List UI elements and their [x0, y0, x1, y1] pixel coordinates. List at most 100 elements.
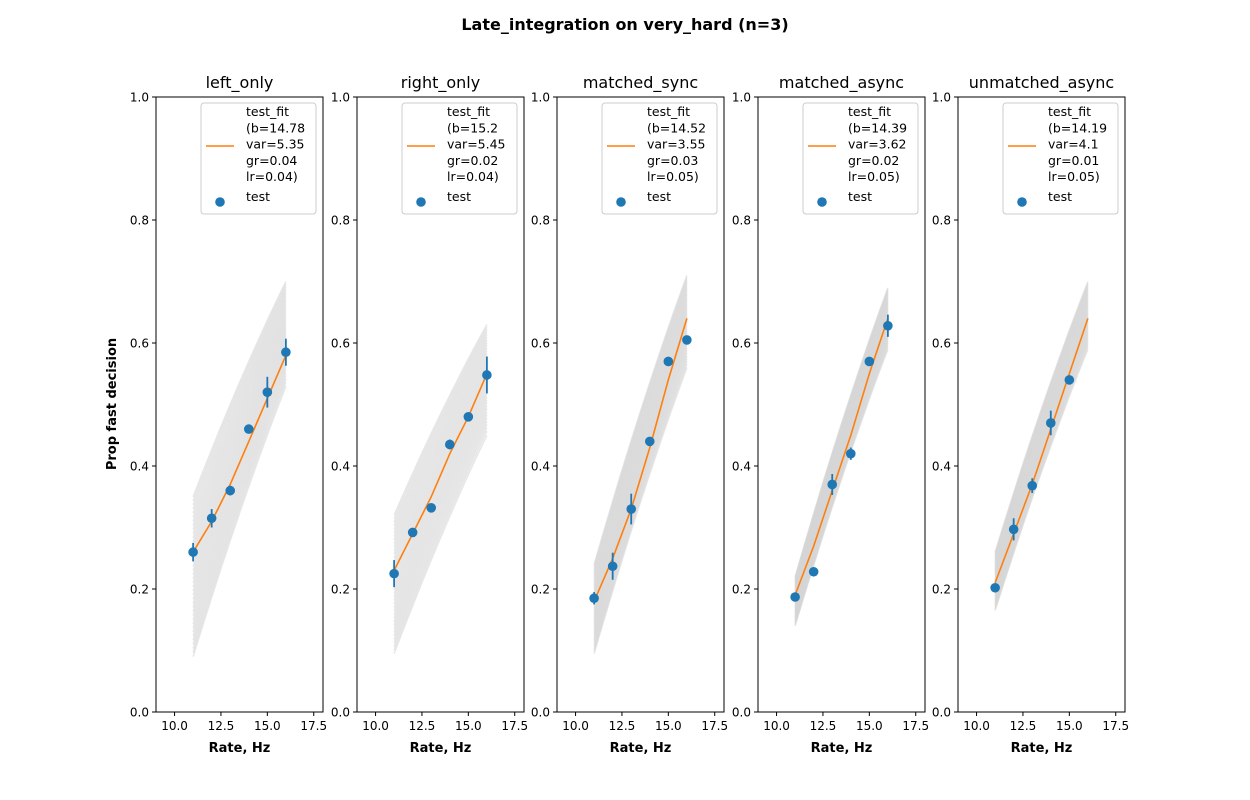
bootstrap-curve — [393, 334, 488, 530]
bootstrap-curve — [393, 411, 488, 629]
y-tick-label: 1.0 — [130, 91, 149, 105]
bootstrap-curve — [393, 402, 488, 619]
panel-matched_async: 0.0 0.2 0.4 0.6 0.8 1.0 10.0 12.5 15.0 17.5 matche… — [732, 73, 929, 756]
bootstrap-curve — [393, 331, 488, 527]
data-point — [389, 568, 399, 579]
legend-points-swatch — [817, 197, 827, 207]
panel-title: matched_sync — [583, 73, 698, 93]
axes-frame — [757, 96, 926, 713]
axes-frame — [155, 96, 324, 713]
bootstrap-curve — [192, 331, 287, 580]
legend-fit-label: lr=0.05) — [1048, 169, 1100, 184]
axes-frame — [556, 96, 725, 713]
y-tick-label: 0.6 — [130, 337, 149, 351]
legend-fit-label: test_fit — [246, 104, 289, 119]
x-axis-label: Rate, Hz — [610, 741, 672, 756]
legend-fit-label: test_fit — [1048, 104, 1091, 119]
bootstrap-curve — [393, 337, 488, 534]
bootstrap-curve — [192, 346, 287, 604]
legend-fit-label: test_fit — [848, 104, 891, 119]
data-point — [1008, 524, 1019, 535]
legend-points-label: test — [1048, 189, 1072, 204]
bootstrap-curve — [192, 313, 287, 551]
y-tick-label: 0.6 — [531, 337, 550, 351]
x-tick-label: 12.5 — [810, 719, 837, 733]
data-point — [790, 592, 800, 602]
bootstrap-curve — [192, 315, 287, 555]
y-tick-label: 0.2 — [130, 583, 149, 597]
x-tick-label: 17.5 — [501, 719, 528, 733]
panel-title: matched_async — [779, 73, 904, 93]
bootstrap-curve — [393, 360, 488, 566]
y-tick-label: 1.0 — [531, 91, 550, 105]
panel-left_only: 0.0 0.2 0.4 0.6 0.8 1.0 10.0 12.5 15.0 17.5 left_o… — [130, 73, 327, 756]
y-tick-label: 0.8 — [130, 214, 149, 228]
x-tick-label: 10.0 — [362, 719, 389, 733]
bootstrap-curve — [192, 285, 287, 506]
bootstrap-curve — [393, 329, 488, 523]
panel-title: unmatched_async — [969, 73, 1114, 93]
panel-title: right_only — [401, 73, 480, 93]
bootstrap-curve — [794, 287, 889, 577]
legend-fit-label: test_fit — [447, 104, 490, 119]
bootstrap-curve — [994, 348, 1089, 611]
x-tick-label: 17.5 — [701, 719, 728, 733]
legend-fit-label: lr=0.05) — [647, 169, 699, 184]
bootstrap-curve — [393, 358, 488, 562]
x-tick-label: 15.0 — [1056, 719, 1083, 733]
bootstrap-curve — [393, 374, 488, 583]
data-point — [663, 356, 674, 367]
bootstrap-curve — [393, 368, 488, 576]
data-point — [281, 347, 291, 358]
bootstrap-curve — [393, 417, 488, 637]
data-point — [589, 593, 599, 604]
legend-box — [401, 102, 518, 215]
legend-box — [802, 102, 919, 215]
legend-fit-label: (b=14.19 — [1048, 120, 1107, 135]
bootstrap-curve — [192, 360, 287, 625]
y-tick-label: 0.0 — [932, 706, 951, 720]
x-tick-label: 15.0 — [856, 719, 883, 733]
bootstrap-curve — [192, 281, 287, 498]
panels: 0.0 0.2 0.4 0.6 0.8 1.0 10.0 12.5 15.0 17.5 left_o… — [130, 73, 1129, 756]
y-tick-label: 0.6 — [331, 337, 350, 351]
x-tick-label: 15.0 — [655, 719, 682, 733]
data-point — [407, 527, 418, 538]
bootstrap-curve — [393, 423, 488, 644]
bootstrap-curve — [393, 399, 488, 615]
bootstrap-curve — [192, 333, 287, 584]
data-point — [1045, 418, 1056, 428]
bootstrap-curve — [192, 385, 287, 657]
bootstrap-curve — [192, 378, 287, 649]
x-tick-label: 10.0 — [562, 719, 589, 733]
panel-matched_sync: 0.0 0.2 0.4 0.6 0.8 1.0 10.0 12.5 15.0 17.5 matche… — [531, 73, 728, 756]
bootstrap-curve — [192, 293, 287, 518]
data-point — [845, 448, 856, 459]
x-tick-label: 17.5 — [1102, 719, 1129, 733]
y-tick-label: 1.0 — [932, 91, 951, 105]
legend-box — [1002, 102, 1119, 215]
bootstrap-curve — [192, 290, 287, 514]
x-tick-label: 12.5 — [208, 719, 235, 733]
data-point — [607, 561, 618, 572]
bootstrap-curve — [393, 393, 488, 608]
data-point — [1064, 375, 1075, 385]
legend-points-swatch — [616, 197, 626, 207]
bootstrap-curve — [192, 283, 287, 502]
bootstrap-curve — [192, 363, 287, 629]
legend-box — [200, 102, 317, 215]
x-tick-label: 15.0 — [254, 719, 281, 733]
bootstrap-curve — [192, 305, 287, 539]
bootstrap-curve — [393, 324, 488, 516]
panel-right_only: 0.0 0.2 0.4 0.6 0.8 1.0 10.0 12.5 15.0 17.5 right_… — [331, 73, 528, 756]
data-point — [827, 479, 838, 490]
data-point — [206, 513, 217, 524]
data-point — [225, 485, 236, 496]
y-tick-label: 0.2 — [531, 583, 550, 597]
bootstrap-curve — [994, 281, 1089, 553]
x-tick-label: 12.5 — [609, 719, 636, 733]
data-point — [626, 504, 637, 514]
legend-fit-label: var=4.1 — [1048, 137, 1099, 152]
legend-points-swatch — [416, 197, 426, 207]
bootstrap-curve — [192, 295, 287, 522]
